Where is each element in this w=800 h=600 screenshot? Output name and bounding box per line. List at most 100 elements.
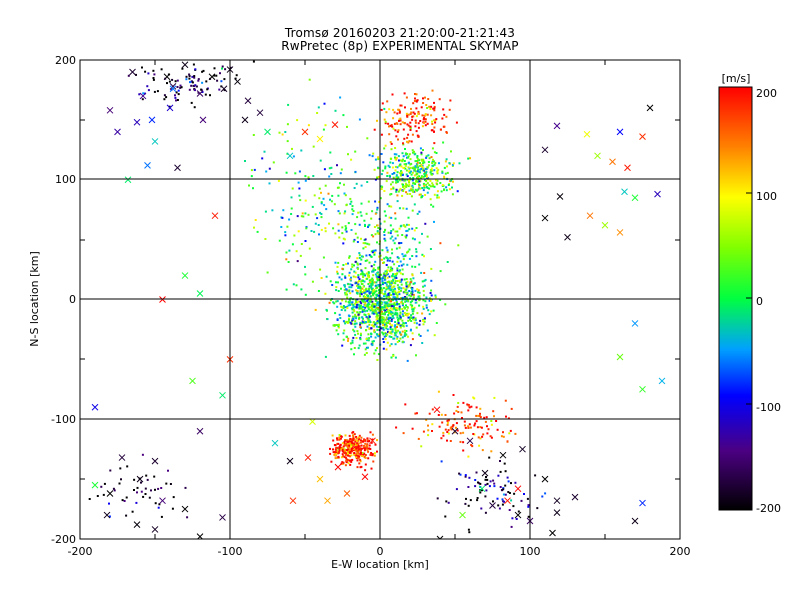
velocity-dot: [191, 81, 194, 84]
velocity-dot: [415, 107, 418, 110]
velocity-x-marker: [639, 385, 646, 393]
velocity-dot: [356, 281, 359, 284]
velocity-dot: [417, 122, 420, 125]
velocity-dot: [136, 491, 138, 494]
velocity-dot: [419, 187, 422, 190]
velocity-dot: [408, 290, 411, 292]
velocity-dot: [443, 188, 445, 191]
velocity-dot: [422, 182, 425, 185]
velocity-dot: [404, 106, 406, 109]
velocity-dot: [383, 234, 386, 236]
velocity-dot: [144, 487, 147, 490]
velocity-dot: [446, 421, 449, 424]
velocity-dot: [385, 325, 388, 328]
velocity-dot: [404, 254, 407, 257]
velocity-dot: [396, 230, 399, 233]
velocity-dot: [365, 352, 368, 354]
velocity-dot: [435, 167, 438, 170]
velocity-dot: [347, 339, 349, 342]
velocity-dot: [430, 129, 433, 132]
velocity-dot: [176, 99, 179, 101]
velocity-dot: [175, 91, 178, 94]
velocity-dot: [386, 273, 389, 275]
velocity-dot: [314, 308, 317, 311]
velocity-dot: [456, 190, 459, 193]
velocity-dot: [346, 335, 348, 338]
velocity-dot: [399, 104, 402, 107]
velocity-dot: [376, 319, 379, 322]
velocity-dot: [470, 405, 473, 408]
velocity-dot: [398, 118, 401, 121]
velocity-dot: [304, 212, 307, 215]
velocity-dot: [359, 285, 362, 288]
velocity-dot: [422, 299, 425, 302]
velocity-x-marker: [169, 82, 177, 90]
velocity-dot: [377, 326, 380, 328]
velocity-dot: [452, 180, 454, 183]
velocity-dot: [392, 127, 395, 130]
velocity-dot: [405, 96, 408, 99]
velocity-dot: [353, 187, 356, 189]
velocity-dot: [382, 161, 385, 164]
velocity-dot: [473, 397, 476, 400]
velocity-dot: [383, 304, 386, 307]
velocity-dot: [415, 248, 418, 251]
velocity-dot: [436, 190, 439, 193]
velocity-dot: [371, 300, 374, 303]
velocity-dot: [141, 453, 144, 456]
velocity-dot: [391, 286, 393, 289]
velocity-dot: [394, 327, 397, 330]
velocity-dot: [329, 280, 332, 283]
velocity-dot: [416, 164, 419, 167]
velocity-dot: [381, 283, 384, 286]
velocity-dot: [415, 227, 418, 229]
velocity-dot: [422, 289, 425, 292]
velocity-dot: [378, 200, 381, 203]
velocity-dot: [446, 439, 448, 442]
velocity-dot: [423, 284, 426, 287]
velocity-dot: [510, 407, 513, 410]
velocity-dot: [388, 304, 391, 307]
velocity-dot: [384, 292, 387, 295]
velocity-dot: [378, 275, 380, 278]
velocity-dot: [374, 308, 377, 311]
velocity-dot: [412, 111, 415, 114]
velocity-dot: [340, 168, 343, 171]
velocity-dot: [387, 299, 390, 302]
velocity-dot: [359, 441, 362, 444]
velocity-dot: [405, 297, 408, 300]
velocity-dot: [399, 272, 402, 275]
velocity-dot: [437, 168, 440, 171]
velocity-dot: [335, 289, 338, 292]
velocity-dot: [405, 330, 408, 332]
velocity-dot: [370, 332, 372, 335]
velocity-dot: [349, 450, 352, 453]
velocity-dot: [387, 318, 390, 321]
velocity-dot: [376, 224, 379, 227]
velocity-dot: [341, 267, 344, 270]
velocity-dot: [300, 149, 303, 152]
velocity-dot: [405, 333, 408, 336]
velocity-dot: [397, 257, 400, 260]
velocity-dot: [450, 426, 453, 429]
velocity-dot: [362, 279, 365, 282]
velocity-dot: [488, 485, 491, 488]
velocity-dot: [352, 437, 355, 440]
velocity-dot: [190, 84, 193, 87]
velocity-dot: [459, 440, 462, 443]
velocity-x-marker: [331, 121, 339, 129]
velocity-dot: [113, 489, 116, 492]
velocity-dot: [371, 453, 374, 456]
velocity-dot: [413, 153, 416, 156]
velocity-dot: [406, 335, 409, 338]
velocity-x-marker: [541, 214, 549, 222]
velocity-dot: [385, 288, 388, 291]
velocity-dot: [412, 316, 415, 319]
velocity-dot: [194, 68, 197, 71]
velocity-dot: [475, 406, 478, 409]
velocity-dot: [334, 232, 337, 235]
velocity-x-marker: [163, 73, 171, 81]
velocity-dot: [394, 309, 397, 312]
velocity-dot: [413, 293, 415, 296]
velocity-dot: [351, 339, 354, 342]
